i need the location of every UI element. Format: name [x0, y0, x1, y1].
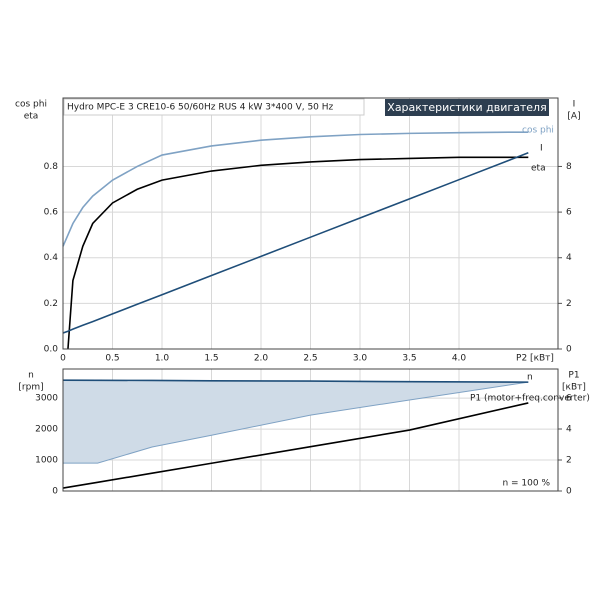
plot-border	[62, 97, 559, 350]
plot-border	[62, 368, 559, 492]
series-label: I	[540, 144, 543, 154]
y2-tick-label: 0	[566, 345, 572, 355]
y2-tick-label: 2	[566, 455, 572, 465]
y2-axis-label: P1	[568, 371, 579, 381]
y-tick-label: 1000	[35, 456, 58, 466]
series-label: n	[527, 373, 533, 383]
series-label: P1 (motor+freq.converter)	[470, 394, 590, 404]
y2-axis-label: I	[573, 100, 576, 110]
y2-axis-label: [A]	[567, 112, 580, 122]
x-tick-label: 2.5	[303, 354, 317, 364]
y-tick-label: 0.0	[44, 345, 59, 355]
y2-tick-label: 0	[566, 487, 572, 497]
series-label: eta	[531, 164, 546, 174]
y-tick-label: 0.6	[44, 208, 59, 218]
title-box	[63, 98, 365, 116]
series-label: cos phi	[522, 126, 554, 136]
series-line	[62, 402, 529, 489]
x-tick-label: 3.0	[353, 354, 368, 364]
x-tick-label: 0.5	[105, 354, 119, 364]
y2-tick-label: 4	[566, 253, 572, 263]
y-tick-label: 0	[52, 487, 58, 497]
x-tick-label: 3.5	[402, 354, 416, 364]
series-line	[62, 379, 529, 383]
x-axis-label: P2 [кВт]	[516, 354, 554, 364]
x-tick-label: 0	[60, 354, 66, 364]
y-tick-label: 2000	[35, 425, 58, 435]
y-tick-label: 0.8	[44, 162, 59, 172]
y2-tick-label: 4	[566, 424, 572, 434]
series-line	[62, 131, 529, 247]
x-tick-label: 4.0	[452, 354, 467, 364]
y2-tick-label: 6	[566, 208, 572, 218]
series-line	[62, 152, 529, 334]
y-tick-label: 0.2	[44, 299, 58, 309]
subtitle-box	[385, 99, 549, 116]
y-axis-label: cos phi	[15, 100, 47, 110]
band-area	[63, 380, 529, 464]
y-tick-label: 0.4	[44, 253, 59, 263]
series-line	[67, 156, 529, 350]
y-axis-label: n	[28, 371, 34, 381]
y-axis-label: eta	[24, 112, 39, 122]
x-tick-label: 2.0	[254, 354, 269, 364]
annotation: n = 100 %	[502, 479, 550, 489]
y2-tick-label: 2	[566, 299, 572, 309]
y2-tick-label: 6	[566, 393, 572, 403]
x-tick-label: 1.0	[155, 354, 170, 364]
y2-tick-label: 8	[566, 162, 572, 172]
y-axis-label: [rpm]	[18, 383, 43, 393]
chart-title: Hydro MPC-E 3 CRE10-6 50/60Hz RUS 4 kW 3…	[67, 103, 334, 113]
chart-subtitle: Характеристики двигателя	[387, 101, 546, 114]
y-tick-label: 3000	[35, 394, 58, 404]
band-lower-line	[63, 381, 529, 464]
y2-axis-label: [кВт]	[562, 383, 586, 393]
x-tick-label: 1.5	[204, 354, 218, 364]
